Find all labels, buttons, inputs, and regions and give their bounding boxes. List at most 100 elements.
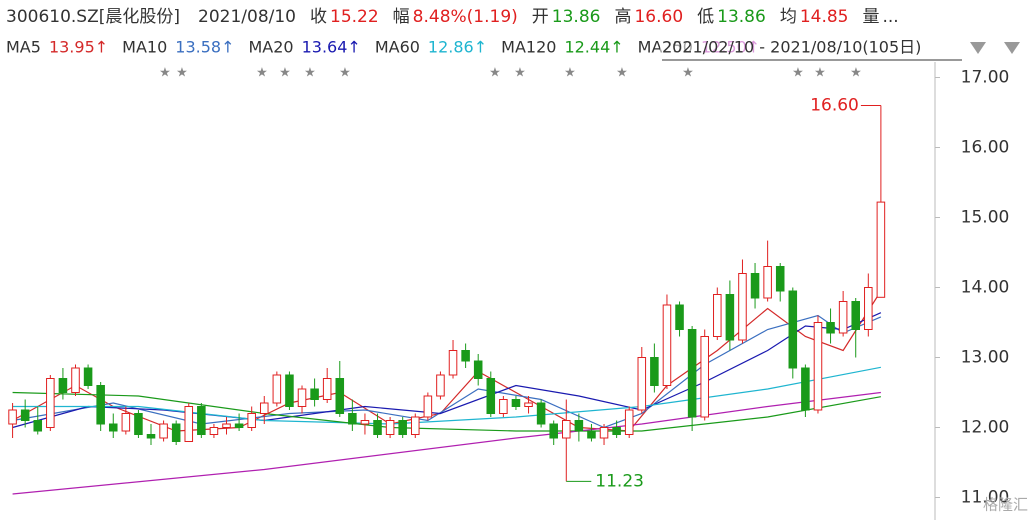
ma-line (12, 391, 881, 495)
candle-body (285, 374, 294, 407)
candle-body (96, 385, 105, 425)
candle-body (108, 423, 118, 432)
candle-body (83, 367, 93, 386)
header-text: 8.48%(1.19) (413, 7, 518, 27)
marker-row: ★ ★ ★ ★ ★ ★ ★ ★ ★ ★ ★ ★ ★ ★ (159, 66, 862, 81)
candle-body (801, 367, 810, 411)
y-tick-label: 11.00 (961, 488, 1010, 508)
header-text: 低 (697, 7, 714, 27)
header-text: 2021/08/10 (198, 7, 296, 27)
candle-body (373, 420, 382, 435)
candle-body (650, 357, 659, 386)
candle-body (33, 420, 43, 432)
candle-body (813, 322, 823, 411)
dropdown-icon[interactable] (970, 42, 986, 54)
candle-body (398, 420, 407, 435)
star: ★ (489, 66, 501, 81)
header-text: 14.85 (800, 7, 849, 27)
star: ★ (339, 66, 351, 81)
header-text: 量 (862, 7, 879, 27)
candle-body (624, 409, 634, 435)
candle-body (687, 329, 697, 418)
candle-body (499, 399, 508, 414)
dropdown-icon[interactable] (1004, 42, 1020, 54)
candle-body (71, 367, 80, 393)
candle-body (700, 336, 709, 418)
y-tick-label: 17.00 (961, 68, 1010, 88)
star: ★ (514, 66, 526, 81)
star: ★ (304, 66, 316, 81)
candle-body (637, 357, 647, 411)
candle-body (322, 378, 332, 400)
annotation-label: 11.23 (595, 471, 644, 491)
candle-body (675, 304, 684, 330)
candle-body (146, 434, 156, 439)
candle-body (750, 273, 760, 299)
candle-body (587, 430, 596, 439)
star: ★ (256, 66, 268, 81)
header-text: 13.86 (717, 7, 766, 27)
legend-name: MA120 (501, 38, 556, 57)
candle-body (310, 388, 319, 400)
star: ★ (682, 66, 694, 81)
candle-body (511, 399, 521, 407)
header-text: 幅 (393, 7, 410, 27)
candle-body (46, 378, 55, 428)
candle-body (574, 420, 584, 432)
candle-body (524, 402, 533, 407)
candle-body (612, 427, 621, 435)
candle-body (20, 409, 30, 421)
header-text: 13.86 (552, 7, 601, 27)
legend-name: MA60 (375, 38, 420, 57)
candle-body (725, 294, 735, 341)
candle-body (297, 388, 307, 407)
legend-value: 13.64↑ (302, 38, 361, 57)
candle-body (272, 374, 282, 404)
legend-value: 13.95↑ (49, 38, 108, 57)
header-text: ... (882, 7, 898, 27)
y-tick-label: 16.00 (961, 138, 1010, 158)
legend-name: MA5 (6, 38, 41, 57)
header-text: 15.22 (330, 7, 379, 27)
candle-body (775, 266, 785, 292)
candle-body (197, 406, 206, 435)
range-bg (660, 36, 965, 60)
star: ★ (279, 66, 291, 81)
candle-body (134, 413, 143, 435)
range-text: 2021/02/10 - 2021/08/10(105日) (662, 38, 921, 57)
star: ★ (814, 66, 826, 81)
legend-value: 12.86↑ (428, 38, 487, 57)
header-text: 均 (780, 7, 797, 27)
candle-body (599, 427, 609, 439)
candle-body (826, 322, 835, 334)
candle-body (562, 420, 571, 439)
watermark: 格隆汇 (983, 496, 1028, 514)
candle-body (121, 413, 131, 432)
candle-body (876, 201, 886, 298)
candle-body (385, 420, 395, 435)
candle-body (763, 266, 772, 299)
header-text: 收 (310, 7, 327, 27)
candle-body (448, 350, 458, 376)
candle-body (209, 427, 219, 435)
candle-body (58, 378, 68, 393)
candle-body (222, 423, 231, 428)
candle-body (234, 423, 244, 428)
candle-body (851, 301, 860, 330)
candle-body (864, 287, 873, 330)
candle-body (536, 402, 546, 425)
y-tick-label: 13.00 (961, 348, 1010, 368)
star: ★ (792, 66, 804, 81)
legend-value: 12.44↑ (564, 38, 623, 57)
ma-line (12, 391, 881, 432)
star: ★ (850, 66, 862, 81)
candle-body (738, 273, 747, 341)
candle-body (461, 350, 470, 362)
candle-body (486, 378, 496, 414)
legend-name: MA10 (122, 38, 167, 57)
candle-body (436, 374, 445, 397)
candle-body (8, 409, 17, 425)
ma-line (12, 366, 882, 425)
candle-body (159, 423, 168, 439)
